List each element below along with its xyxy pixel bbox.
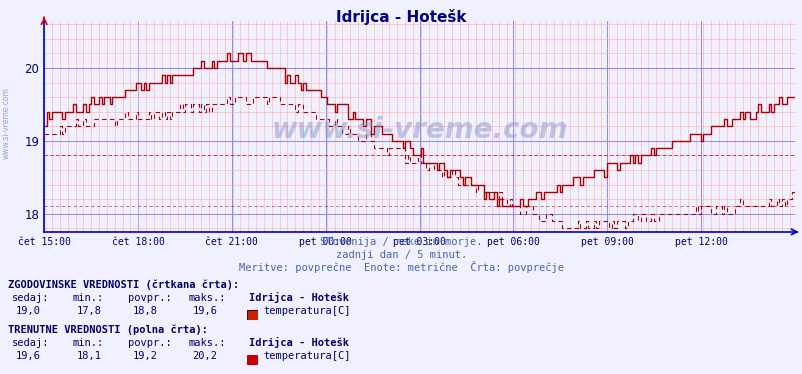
Text: 18,1: 18,1 <box>76 351 101 361</box>
Text: temperatura[C]: temperatura[C] <box>263 351 350 361</box>
Text: ZGODOVINSKE VREDNOSTI (črtkana črta):: ZGODOVINSKE VREDNOSTI (črtkana črta): <box>8 279 239 290</box>
Text: maks.:: maks.: <box>188 293 226 303</box>
Text: min.:: min.: <box>72 338 103 348</box>
Text: 19,0: 19,0 <box>16 306 41 316</box>
Text: www.si-vreme.com: www.si-vreme.com <box>2 88 11 159</box>
Text: Meritve: povprečne  Enote: metrične  Črta: povprečje: Meritve: povprečne Enote: metrične Črta:… <box>239 261 563 273</box>
Text: temperatura[C]: temperatura[C] <box>263 306 350 316</box>
Text: 20,2: 20,2 <box>192 351 217 361</box>
Text: maks.:: maks.: <box>188 338 226 348</box>
Text: min.:: min.: <box>72 293 103 303</box>
Text: 19,6: 19,6 <box>16 351 41 361</box>
Text: 19,6: 19,6 <box>192 306 217 316</box>
Text: www.si-vreme.com: www.si-vreme.com <box>271 116 567 144</box>
Text: 19,2: 19,2 <box>132 351 157 361</box>
FancyBboxPatch shape <box>247 310 257 320</box>
Text: povpr.:: povpr.: <box>128 293 172 303</box>
Text: sedaj:: sedaj: <box>12 293 50 303</box>
Text: Idrijca - Hotešk: Idrijca - Hotešk <box>249 292 349 303</box>
Text: Idrijca - Hotešk: Idrijca - Hotešk <box>336 9 466 25</box>
Text: Idrijca - Hotešk: Idrijca - Hotešk <box>249 337 349 348</box>
Text: TRENUTNE VREDNOSTI (polna črta):: TRENUTNE VREDNOSTI (polna črta): <box>8 324 208 335</box>
Text: sedaj:: sedaj: <box>12 338 50 348</box>
Text: zadnji dan / 5 minut.: zadnji dan / 5 minut. <box>335 250 467 260</box>
Text: Slovenija / reke in morje.: Slovenija / reke in morje. <box>320 237 482 247</box>
Text: povpr.:: povpr.: <box>128 338 172 348</box>
Text: 18,8: 18,8 <box>132 306 157 316</box>
Text: 17,8: 17,8 <box>76 306 101 316</box>
